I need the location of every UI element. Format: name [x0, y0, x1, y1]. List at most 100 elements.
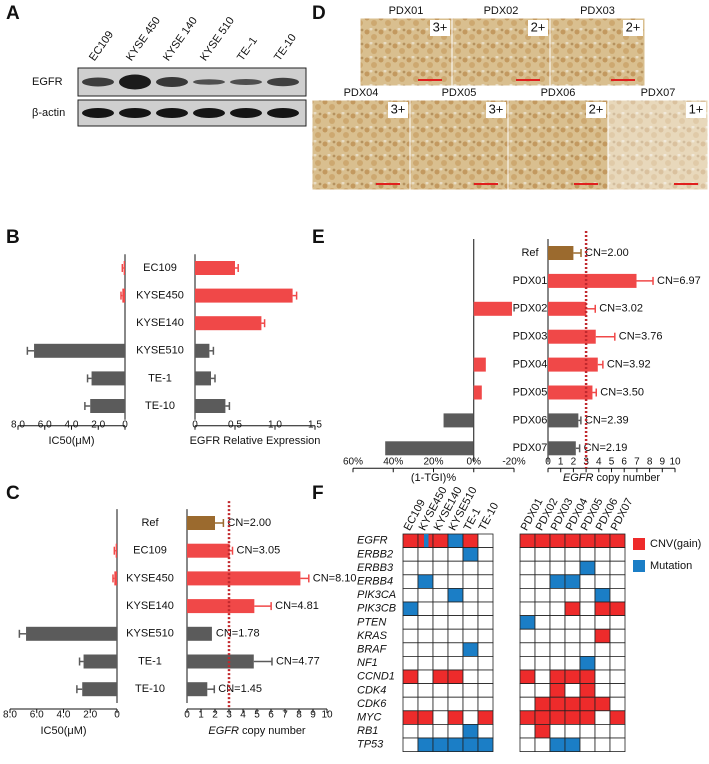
x-tick-label: 0%	[467, 457, 482, 468]
bar	[548, 246, 574, 260]
blot-band	[267, 77, 299, 87]
cell	[402, 737, 419, 753]
category-label: PDX06	[513, 414, 548, 426]
bar	[187, 599, 255, 614]
bar	[548, 385, 593, 400]
cell	[477, 588, 494, 603]
ihc-score: 1+	[689, 101, 704, 116]
cell	[549, 696, 566, 712]
cell	[564, 669, 581, 685]
cell	[519, 601, 536, 617]
bar	[187, 543, 230, 558]
value-label: CN=2.19	[584, 442, 628, 454]
cell	[402, 547, 419, 562]
x-tick-label: 40%	[383, 457, 403, 468]
cell	[417, 588, 434, 603]
cell	[432, 696, 449, 712]
cell	[477, 737, 494, 753]
blot-row-label: β-actin	[32, 107, 65, 119]
cell	[564, 533, 581, 549]
cell	[432, 669, 449, 685]
cell	[594, 683, 611, 698]
cell	[564, 588, 581, 603]
value-label: CN=3.92	[607, 359, 651, 371]
row-label: CDK4	[357, 684, 386, 696]
bar	[82, 682, 117, 697]
bar	[91, 371, 125, 386]
cell	[549, 547, 566, 562]
row-label: CCND1	[357, 671, 395, 683]
cell	[447, 628, 464, 644]
cell	[519, 724, 536, 739]
legend-swatch	[633, 538, 645, 550]
cell	[609, 669, 626, 685]
axis-label-text: copy number	[593, 472, 660, 484]
cell	[402, 588, 419, 603]
cell	[417, 560, 434, 576]
cell	[477, 696, 494, 712]
cell	[534, 642, 551, 657]
bar	[90, 399, 125, 413]
cell	[402, 642, 419, 657]
cell	[477, 615, 494, 630]
value-label: CN=1.78	[216, 628, 260, 640]
cell	[564, 601, 581, 617]
cell	[462, 696, 479, 712]
category-label: EC109	[133, 545, 167, 557]
score-bg	[623, 20, 643, 36]
cell	[609, 533, 626, 549]
ihc-image	[311, 99, 411, 191]
cell	[432, 642, 449, 657]
cell	[609, 696, 626, 712]
cell	[477, 710, 494, 725]
ihc-score: 2+	[531, 19, 546, 34]
ihc-score: 2+	[589, 101, 604, 116]
cell	[402, 696, 419, 712]
cell	[462, 533, 479, 549]
x-tick-label: 8	[296, 710, 302, 721]
cell	[549, 533, 566, 549]
blot-band	[119, 108, 151, 118]
cell	[564, 724, 581, 739]
cell	[402, 683, 419, 698]
x-tick-label: 2	[571, 457, 577, 468]
cell	[432, 615, 449, 630]
value-label: CN=3.02	[599, 303, 643, 315]
cell	[432, 656, 449, 671]
cell	[564, 656, 581, 671]
cell	[594, 656, 611, 671]
row-label: ERBB4	[357, 576, 393, 588]
cell	[477, 628, 494, 644]
value-label: CN=2.00	[585, 247, 629, 259]
bar	[123, 261, 125, 275]
cell	[432, 683, 449, 698]
cell	[402, 669, 419, 685]
blot-band	[119, 74, 151, 90]
cell	[447, 656, 464, 671]
cell	[579, 588, 596, 603]
cell	[564, 615, 581, 630]
cell	[564, 547, 581, 562]
bar	[195, 371, 211, 386]
cell	[417, 737, 434, 753]
row-label: EGFR	[357, 535, 388, 547]
cell	[447, 547, 464, 562]
cell	[432, 574, 449, 589]
x-tick-label: 5	[609, 457, 615, 468]
row-label: ERBB2	[357, 548, 393, 560]
cell	[519, 656, 536, 671]
x-tick-label: 8	[647, 457, 653, 468]
value-label: CN=2.39	[585, 414, 629, 426]
row-label: PTEN	[357, 616, 386, 628]
x-tick-label: 0	[122, 420, 128, 431]
cell	[579, 560, 596, 576]
cell	[579, 724, 596, 739]
cell	[534, 601, 551, 617]
cell	[402, 615, 419, 630]
cell	[519, 547, 536, 562]
axis-label: IC50(μM)	[48, 435, 94, 447]
cell	[579, 737, 596, 753]
cell	[447, 574, 464, 589]
cell	[609, 710, 626, 725]
cell	[402, 724, 419, 739]
